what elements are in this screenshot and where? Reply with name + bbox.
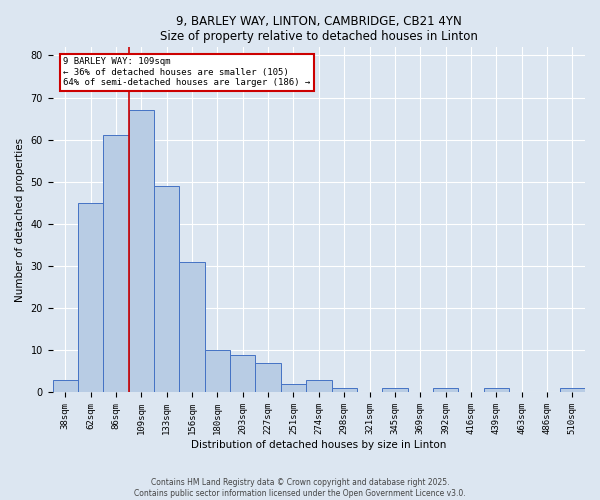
Y-axis label: Number of detached properties: Number of detached properties <box>15 138 25 302</box>
Bar <box>129 110 154 393</box>
Bar <box>560 388 585 392</box>
Bar <box>256 363 281 392</box>
Bar <box>179 262 205 392</box>
Bar <box>103 136 129 392</box>
Text: Contains HM Land Registry data © Crown copyright and database right 2025.
Contai: Contains HM Land Registry data © Crown c… <box>134 478 466 498</box>
Bar <box>484 388 509 392</box>
Text: 9 BARLEY WAY: 109sqm
← 36% of detached houses are smaller (105)
64% of semi-deta: 9 BARLEY WAY: 109sqm ← 36% of detached h… <box>63 58 311 87</box>
Bar <box>230 354 256 393</box>
Bar <box>53 380 78 392</box>
Bar <box>205 350 230 393</box>
Bar <box>154 186 179 392</box>
Bar <box>281 384 306 392</box>
X-axis label: Distribution of detached houses by size in Linton: Distribution of detached houses by size … <box>191 440 446 450</box>
Bar <box>382 388 407 392</box>
Title: 9, BARLEY WAY, LINTON, CAMBRIDGE, CB21 4YN
Size of property relative to detached: 9, BARLEY WAY, LINTON, CAMBRIDGE, CB21 4… <box>160 15 478 43</box>
Bar <box>306 380 332 392</box>
Bar <box>433 388 458 392</box>
Bar <box>332 388 357 392</box>
Bar <box>78 203 103 392</box>
